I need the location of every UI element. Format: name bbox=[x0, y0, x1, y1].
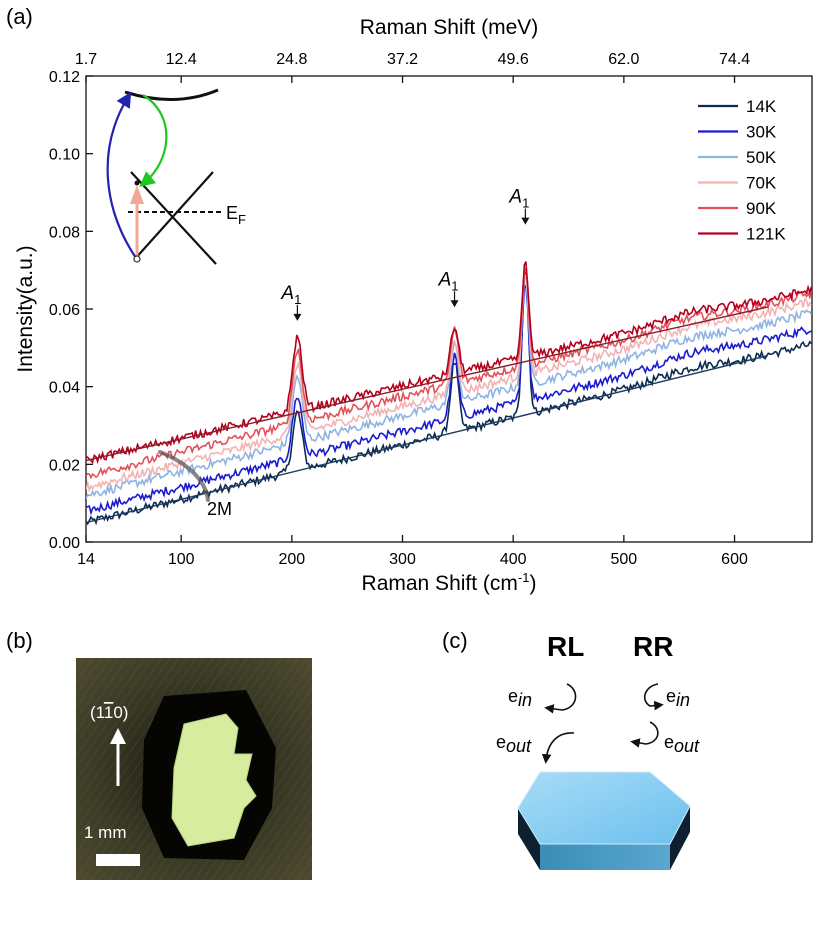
top-tick-label: 12.4 bbox=[166, 51, 197, 68]
crystal-side-right bbox=[670, 806, 690, 870]
top-tick-label: 37.2 bbox=[387, 51, 418, 68]
electron-dot bbox=[134, 180, 140, 186]
fermi-level-label: EF bbox=[226, 203, 246, 227]
dirac-cone-line-2 bbox=[133, 171, 214, 261]
crystal-side-left bbox=[518, 808, 540, 870]
series-group bbox=[86, 261, 812, 526]
y-tick-label: 0.08 bbox=[49, 224, 80, 241]
annotation-2m-label: 2M bbox=[207, 499, 232, 519]
series-line-90K bbox=[86, 267, 812, 480]
top-tick-label: 74.4 bbox=[719, 51, 750, 68]
top-tick-label: 24.8 bbox=[276, 51, 307, 68]
peak-arrow-icon bbox=[521, 217, 530, 225]
peak-arrow-icon bbox=[293, 313, 302, 321]
e-in-left: ein bbox=[508, 686, 532, 710]
e-out-left: eout bbox=[496, 732, 532, 756]
legend-label: 14K bbox=[746, 97, 777, 116]
x-tick-label: 600 bbox=[721, 551, 748, 568]
y-tick-label: 0.12 bbox=[49, 69, 80, 86]
crystal-top bbox=[517, 771, 691, 845]
e-in-left-arrow-icon bbox=[544, 683, 577, 714]
series-line-30K bbox=[86, 283, 812, 516]
rl-label: RL bbox=[547, 631, 584, 662]
reference-line bbox=[86, 306, 768, 462]
legend-label: 121K bbox=[746, 225, 786, 244]
annotation-2m: 2M bbox=[158, 450, 232, 519]
crystal-front bbox=[540, 844, 670, 870]
dirac-cone-line-1 bbox=[130, 171, 217, 265]
x-tick-label: 500 bbox=[611, 551, 638, 568]
x-tick-label: 200 bbox=[278, 551, 305, 568]
green-relaxation-arrow bbox=[139, 94, 168, 187]
series-line-121K bbox=[86, 261, 812, 465]
legend-label: 70K bbox=[746, 174, 777, 193]
crystal-flake bbox=[171, 713, 257, 847]
rr-label: RR bbox=[633, 631, 673, 662]
scale-bar bbox=[96, 854, 140, 866]
scale-bar-label: 1 mm bbox=[84, 823, 127, 842]
direction-label: (110) bbox=[90, 703, 128, 722]
peak-arrow-icon bbox=[450, 300, 459, 308]
upper-band-curve bbox=[124, 88, 219, 101]
panel-label-c: (c) bbox=[442, 628, 468, 653]
legend-label: 90K bbox=[746, 199, 777, 218]
y-tick-label: 0.00 bbox=[49, 535, 80, 552]
raman-chart: 14 100 200 300 400 500 600 0.000.020.040.060.0… bbox=[14, 16, 813, 595]
e-out-right-arrow-icon bbox=[630, 721, 659, 748]
x-tick-label: 300 bbox=[389, 551, 416, 568]
x-tick-label: 14 bbox=[77, 551, 95, 568]
peak-labels: A1 A1 A1 bbox=[280, 187, 530, 321]
pink-transition-head bbox=[130, 185, 144, 204]
e-in-right: ein bbox=[666, 686, 690, 710]
top-axis-label: Raman Shift (meV) bbox=[360, 16, 539, 39]
top-tick-label: 49.6 bbox=[498, 51, 529, 68]
panel-label-b: (b) bbox=[6, 628, 33, 653]
crystal-micrograph: (110) 1 mm bbox=[76, 658, 312, 880]
hole-dot bbox=[133, 255, 141, 263]
legend: 14K 30K 50K 70K 90K 121K bbox=[698, 97, 786, 244]
x-tick-label: 400 bbox=[500, 551, 527, 568]
x-tick-label: 100 bbox=[168, 551, 195, 568]
top-tick-label: 1.7 bbox=[75, 51, 97, 68]
legend-label: 50K bbox=[746, 148, 777, 167]
y-tick-label: 0.04 bbox=[49, 380, 80, 397]
y-tick-label: 0.02 bbox=[49, 457, 80, 474]
peak-label: A1 bbox=[438, 269, 459, 293]
y-ticks: 0.00 0.02 0.04 0.06 0.08 0.10 0.12 bbox=[49, 69, 93, 552]
blue-excitation-arrow bbox=[106, 91, 137, 259]
top-ticks: 1.7 12.4 24.8 37.2 49.6 62.0 74.4 bbox=[75, 51, 750, 83]
e-in-right-arrow-icon bbox=[643, 683, 664, 711]
band-diagram-inset: EF bbox=[106, 88, 246, 265]
annotation-2m-curve bbox=[158, 450, 210, 502]
y-axis-label: Intensity(a.u.) bbox=[14, 245, 37, 372]
y-tick-label: 0.06 bbox=[49, 302, 80, 319]
peak-label: A1 bbox=[280, 283, 301, 307]
legend-label: 30K bbox=[746, 123, 777, 142]
series-line-50K bbox=[86, 273, 812, 500]
peak-label: A1 bbox=[508, 187, 529, 211]
e-out-left-arrow-icon bbox=[541, 732, 575, 764]
reference-lines bbox=[86, 306, 768, 524]
y-tick-label: 0.10 bbox=[49, 147, 80, 164]
panel-c-diagram: RL RR ein eout ein eout bbox=[496, 631, 700, 870]
x-axis-label: Raman Shift (cm-1) bbox=[362, 570, 537, 595]
x-ticks: 14 100 200 300 400 500 600 bbox=[77, 535, 748, 568]
reference-line bbox=[86, 354, 768, 524]
e-out-right: eout bbox=[664, 732, 700, 756]
direction-arrow-head bbox=[110, 728, 126, 744]
panel-label-a: (a) bbox=[6, 4, 33, 29]
top-tick-label: 62.0 bbox=[608, 51, 639, 68]
